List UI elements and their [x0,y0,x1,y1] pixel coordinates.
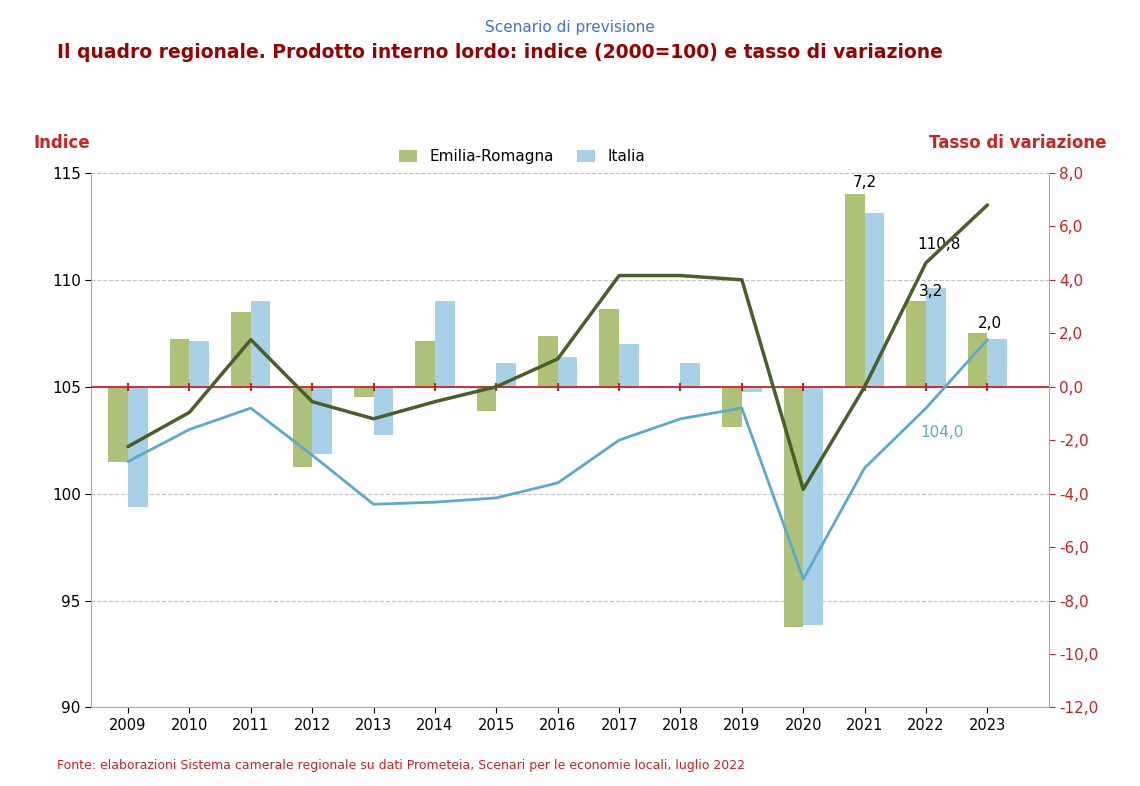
Text: 104,0: 104,0 [920,425,963,440]
Bar [128,387,148,507]
Bar [968,333,987,387]
Bar [312,387,332,454]
Bar [783,387,804,627]
Bar [804,387,823,625]
Text: 7,2: 7,2 [853,175,877,190]
Bar [189,341,209,387]
Text: Indice: Indice [34,134,90,152]
Legend: Emilia-Romagna, Italia: Emilia-Romagna, Italia [393,143,651,171]
Bar [845,194,864,387]
Bar [864,213,885,387]
Bar [496,362,516,387]
Bar [906,301,926,387]
Text: Tasso di variazione: Tasso di variazione [929,134,1106,152]
Bar [557,358,577,387]
Bar [251,301,270,387]
Text: Il quadro regionale. Prodotto interno lordo: indice (2000=100) e tasso di variaz: Il quadro regionale. Prodotto interno lo… [57,43,943,62]
Bar [926,288,946,387]
Text: Scenario di previsione: Scenario di previsione [486,20,654,35]
Bar [231,312,251,387]
Bar [681,362,700,387]
Bar [600,309,619,387]
Bar [477,387,496,411]
Bar [293,387,312,467]
Bar [374,387,393,435]
Bar [170,339,189,387]
Bar [415,341,435,387]
Text: 3,2: 3,2 [919,284,943,299]
Bar [742,387,762,392]
Bar [987,339,1007,387]
Bar [108,387,128,461]
Bar [435,301,455,387]
Bar [353,387,374,398]
Text: 2,0: 2,0 [978,316,1002,331]
Text: 110,8: 110,8 [917,237,960,252]
Bar [538,336,557,387]
Bar [619,344,638,387]
Bar [723,387,742,427]
Text: Fonte: elaborazioni Sistema camerale regionale su dati Prometeia, Scenari per le: Fonte: elaborazioni Sistema camerale reg… [57,758,746,772]
